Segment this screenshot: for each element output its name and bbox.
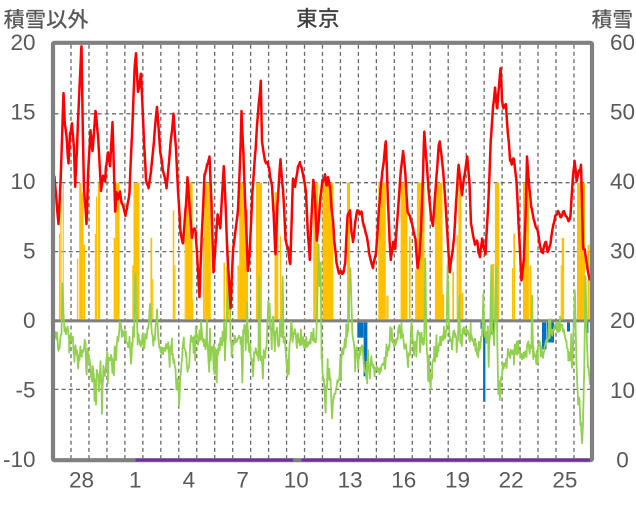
svg-text:13: 13 <box>338 467 363 492</box>
svg-text:4: 4 <box>183 467 196 492</box>
svg-text:60: 60 <box>610 30 635 55</box>
svg-text:10: 10 <box>10 169 35 194</box>
svg-text:20: 20 <box>610 308 635 333</box>
svg-text:16: 16 <box>391 467 416 492</box>
svg-text:1: 1 <box>129 467 142 492</box>
svg-text:-5: -5 <box>15 378 35 403</box>
svg-text:5: 5 <box>23 239 36 264</box>
svg-text:7: 7 <box>236 467 249 492</box>
svg-text:25: 25 <box>552 467 577 492</box>
svg-text:19: 19 <box>445 467 470 492</box>
svg-text:50: 50 <box>610 99 635 124</box>
svg-text:0: 0 <box>23 308 36 333</box>
svg-text:-10: -10 <box>3 447 36 472</box>
svg-text:20: 20 <box>10 30 35 55</box>
svg-text:15: 15 <box>10 100 35 125</box>
svg-text:22: 22 <box>499 467 524 492</box>
svg-text:10: 10 <box>610 378 635 403</box>
svg-text:10: 10 <box>284 467 309 492</box>
svg-text:30: 30 <box>610 239 635 264</box>
svg-text:40: 40 <box>610 169 635 194</box>
svg-text:28: 28 <box>69 467 94 492</box>
svg-text:0: 0 <box>616 447 629 472</box>
